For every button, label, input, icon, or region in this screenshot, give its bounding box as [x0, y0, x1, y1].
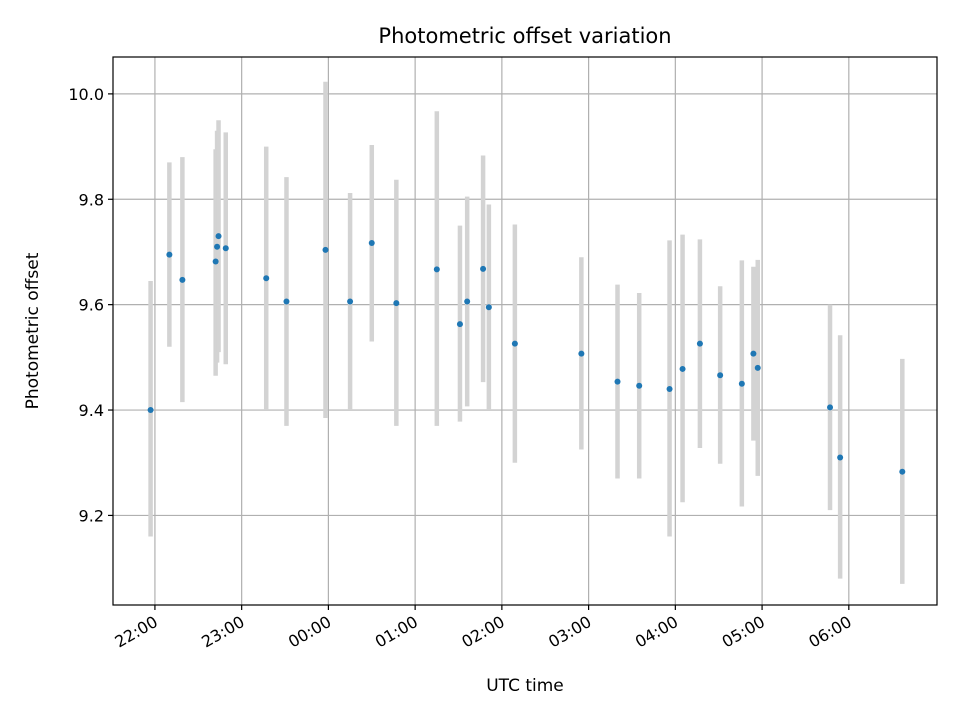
data-point [717, 372, 724, 379]
data-point [283, 298, 290, 305]
data-point [827, 404, 834, 411]
data-point [263, 275, 270, 282]
data-point [368, 240, 375, 247]
data-point [679, 365, 686, 372]
data-points [147, 233, 906, 475]
data-point [480, 265, 487, 272]
data-point [636, 382, 643, 389]
data-point [754, 364, 761, 371]
data-point [485, 304, 492, 311]
y-tick-label: 10.0 [68, 85, 104, 104]
data-point [666, 385, 673, 392]
data-point [433, 266, 440, 273]
data-point [511, 340, 518, 347]
data-point [166, 251, 173, 258]
data-point [899, 468, 906, 475]
plot-frame [112, 56, 938, 606]
y-tick-label: 9.4 [79, 401, 104, 420]
data-point [179, 276, 186, 283]
data-point [456, 321, 463, 328]
data-point [215, 233, 222, 240]
data-point [347, 298, 354, 305]
y-tick-label: 9.6 [79, 296, 104, 315]
y-tick-label: 9.8 [79, 190, 104, 209]
data-point [578, 350, 585, 357]
data-point [750, 350, 757, 357]
data-point [837, 454, 844, 461]
chart-title: Photometric offset variation [378, 24, 671, 48]
x-axis-label: UTC time [486, 676, 564, 696]
data-point [147, 407, 154, 414]
data-point [738, 380, 745, 387]
y-axis-ticks: 9.2 9.4 9.6 9.8 10.0 [68, 85, 113, 525]
data-point [393, 300, 400, 307]
y-axis-label: Photometric offset [23, 252, 43, 409]
grid [113, 57, 937, 605]
data-point [322, 246, 329, 253]
data-point [464, 298, 471, 305]
data-point [222, 245, 229, 252]
data-point [696, 340, 703, 347]
y-tick-label: 9.2 [79, 506, 104, 525]
data-point [212, 258, 219, 265]
data-point [614, 378, 621, 385]
data-point [214, 243, 221, 250]
